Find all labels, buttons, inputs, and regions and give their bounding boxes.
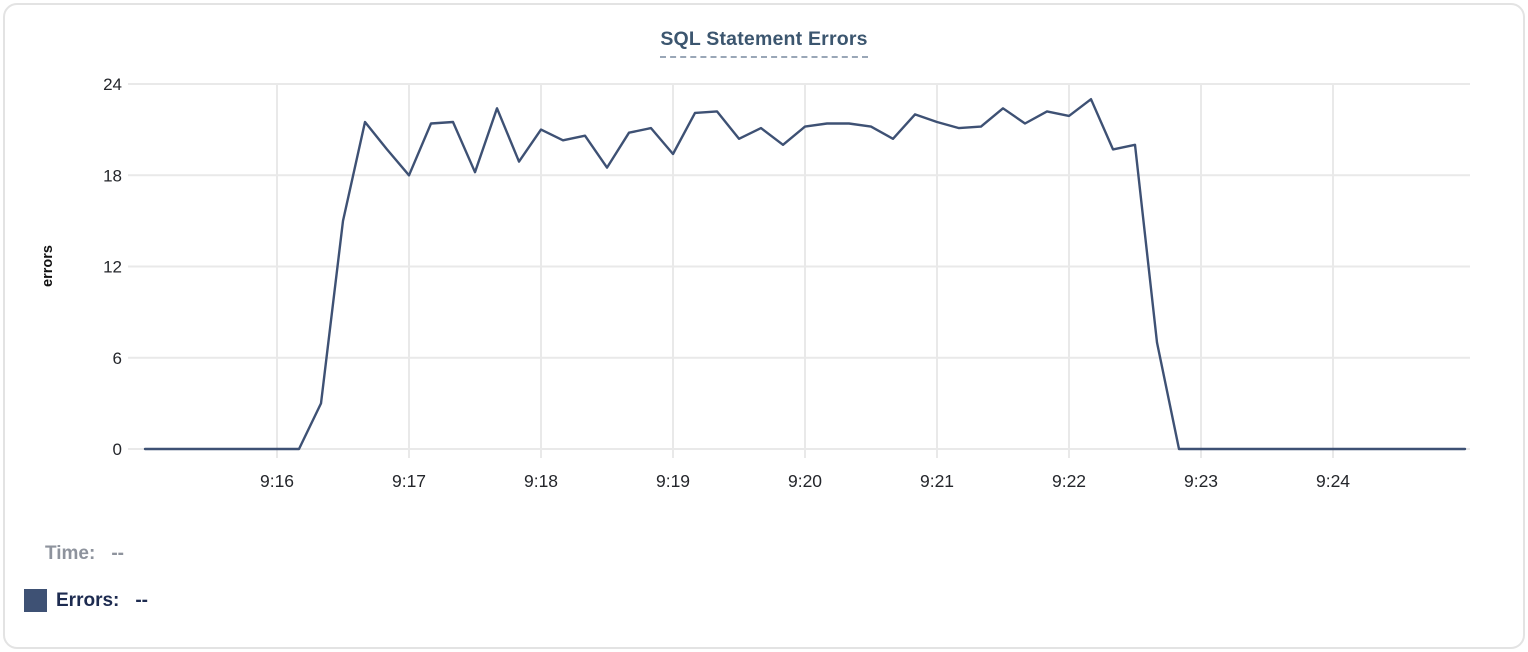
x-tick-label: 9:19 [656, 471, 690, 491]
y-tick-label: 6 [113, 349, 122, 368]
y-axis-label: errors [40, 245, 56, 287]
chart-card [3, 3, 1525, 649]
tooltip-errors-row: Errors: -- [24, 589, 148, 612]
x-tick-label: 9:16 [260, 471, 294, 491]
tooltip-time-row: Time: -- [45, 543, 124, 565]
y-tick-label: 0 [113, 440, 122, 459]
y-tick-label: 12 [103, 258, 122, 277]
chart-title-wrap: SQL Statement Errors [0, 28, 1528, 58]
x-tick-label: 9:18 [524, 471, 558, 491]
errors-series-swatch [24, 589, 47, 612]
tooltip-errors-label: Errors: [56, 589, 120, 611]
errors-line-chart[interactable]: 0 6 12 18 24 9:16 9:17 9:18 9:19 9:20 9:21 9:22 9:23… [0, 0, 1528, 510]
tooltip-errors-value: -- [135, 589, 149, 611]
tooltip-time-label: Time: [45, 543, 96, 564]
errors-data-line [143, 97, 1467, 451]
tooltip-time-value: -- [111, 543, 124, 564]
x-tick-label: 9:24 [1316, 471, 1350, 491]
x-tick-label: 9:20 [788, 471, 822, 491]
x-tick-label: 9:17 [392, 471, 426, 491]
x-tick-label: 9:21 [920, 471, 954, 491]
y-tick-label: 24 [103, 75, 122, 94]
y-tick-label: 18 [103, 166, 122, 185]
x-tick-label: 9:23 [1184, 471, 1218, 491]
chart-title[interactable]: SQL Statement Errors [660, 28, 868, 58]
x-tick-label: 9:22 [1052, 471, 1086, 491]
